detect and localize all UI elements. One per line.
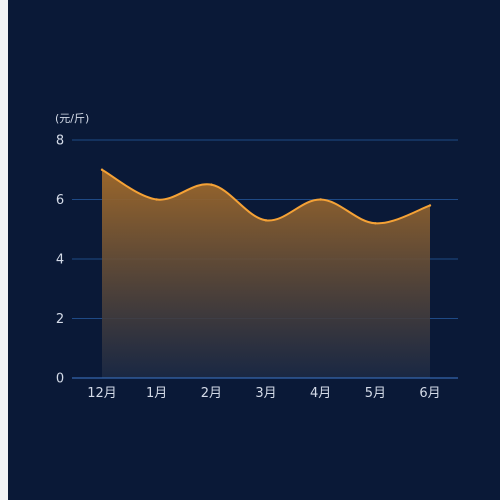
y-tick-label-6: 6 bbox=[56, 193, 64, 208]
price-area-chart: (元/斤) 0 2 4 6 8 12月 1月 2月 3月 4月 5月 6月 bbox=[55, 112, 458, 402]
x-tick-label-4: 4月 bbox=[310, 386, 331, 401]
data-point-1 bbox=[155, 198, 158, 201]
data-point-0 bbox=[100, 168, 104, 171]
y-tick-label-4: 4 bbox=[56, 253, 64, 268]
x-tick-label-0: 12月 bbox=[87, 386, 117, 401]
x-tick-label-5: 5月 bbox=[365, 386, 386, 401]
chart-panel: (元/斤) 0 2 4 6 8 12月 1月 2月 3月 4月 5月 6月 bbox=[8, 0, 500, 500]
area-fill bbox=[102, 169, 430, 378]
area-layer bbox=[100, 168, 432, 378]
tick-labels: 0 2 4 6 8 12月 1月 2月 3月 4月 5月 6月 bbox=[56, 134, 441, 402]
x-tick-label-6: 6月 bbox=[419, 386, 440, 401]
data-point-2 bbox=[210, 183, 213, 186]
y-axis-unit-label: (元/斤) bbox=[55, 112, 89, 125]
x-tick-label-3: 3月 bbox=[255, 386, 276, 401]
y-tick-label-8: 8 bbox=[56, 134, 64, 149]
y-tick-label-2: 2 bbox=[56, 312, 64, 327]
x-tick-label-2: 2月 bbox=[201, 386, 222, 401]
data-point-3 bbox=[264, 219, 268, 222]
data-point-6 bbox=[428, 204, 432, 207]
data-point-4 bbox=[319, 198, 322, 201]
y-tick-label-0: 0 bbox=[56, 372, 64, 387]
x-tick-label-1: 1月 bbox=[146, 386, 167, 401]
data-point-5 bbox=[374, 222, 377, 225]
